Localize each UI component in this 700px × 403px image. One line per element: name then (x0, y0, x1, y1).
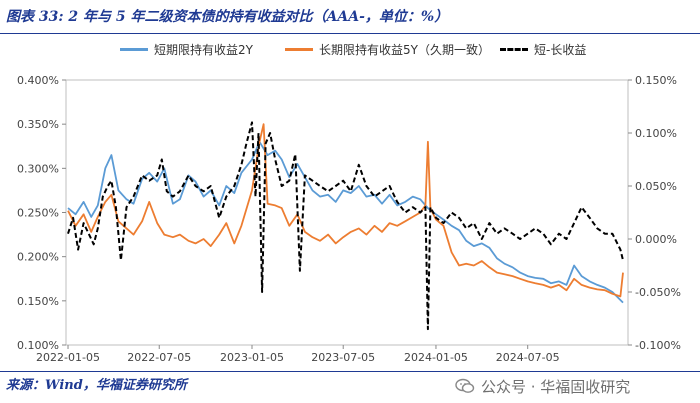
y-right-tick-label: 0.100% (635, 127, 677, 140)
y-left-tick-label: 0.200% (17, 251, 59, 264)
legend-label-5y: 长期限持有收益5Y（久期一致） (319, 42, 490, 57)
legend-swatch-5y (285, 47, 313, 51)
title-rule (0, 33, 700, 34)
y-left-tick-label: 0.100% (17, 339, 59, 352)
legend-swatch-2y (120, 47, 148, 51)
x-tick-label: 2023-07-05 (311, 351, 375, 364)
x-tick-label: 2024-07-05 (496, 351, 560, 364)
x-tick-label: 2024-01-05 (404, 351, 468, 364)
chart-source: 来源：Wind，华福证券研究所 (6, 378, 187, 393)
y-right-tick-label: -0.100% (635, 339, 681, 352)
watermark-text: 公众号 · 华福固收研究 (481, 377, 631, 396)
legend-swatch-spread (500, 47, 528, 51)
y-left-tick-label: 0.300% (17, 162, 59, 175)
x-tick-label: 2023-01-05 (220, 351, 284, 364)
x-tick-label: 2022-01-05 (36, 351, 100, 364)
y-left-tick-label: 0.250% (17, 207, 59, 220)
y-left-tick-label: 0.150% (17, 295, 59, 308)
legend-item-5y: 长期限持有收益5Y（久期一致） (285, 39, 490, 59)
y-left-tick-label: 0.350% (17, 118, 59, 131)
plot-frame (65, 79, 629, 346)
y-right-tick-label: -0.050% (635, 286, 681, 299)
series-line-2y (67, 140, 624, 304)
x-tick-label: 2022-07-05 (127, 351, 191, 364)
wechat-icon (455, 378, 475, 393)
legend-item-2y: 短期限持有收益2Y (120, 39, 253, 59)
legend-label-spread: 短-长收益 (534, 42, 587, 57)
y-left-tick-label: 0.400% (17, 74, 59, 87)
source-rule (0, 371, 700, 372)
y-right-tick-label: 0.000% (635, 233, 677, 246)
legend-label-2y: 短期限持有收益2Y (154, 42, 253, 57)
y-right-tick-label: 0.050% (635, 180, 677, 193)
watermark: 公众号 · 华福固收研究 (455, 374, 630, 398)
legend-item-spread: 短-长收益 (500, 39, 586, 59)
chart-legend: 短期限持有收益2Y 长期限持有收益5Y（久期一致） 短-长收益 (0, 39, 700, 59)
y-right-tick-label: 0.150% (635, 74, 677, 87)
chart-title: 图表 33: 2 年与 5 年二级资本债的持有收益对比（AAA-，单位：%） (6, 9, 449, 25)
series-line-spread (67, 121, 624, 331)
series-line-5y (67, 123, 624, 298)
